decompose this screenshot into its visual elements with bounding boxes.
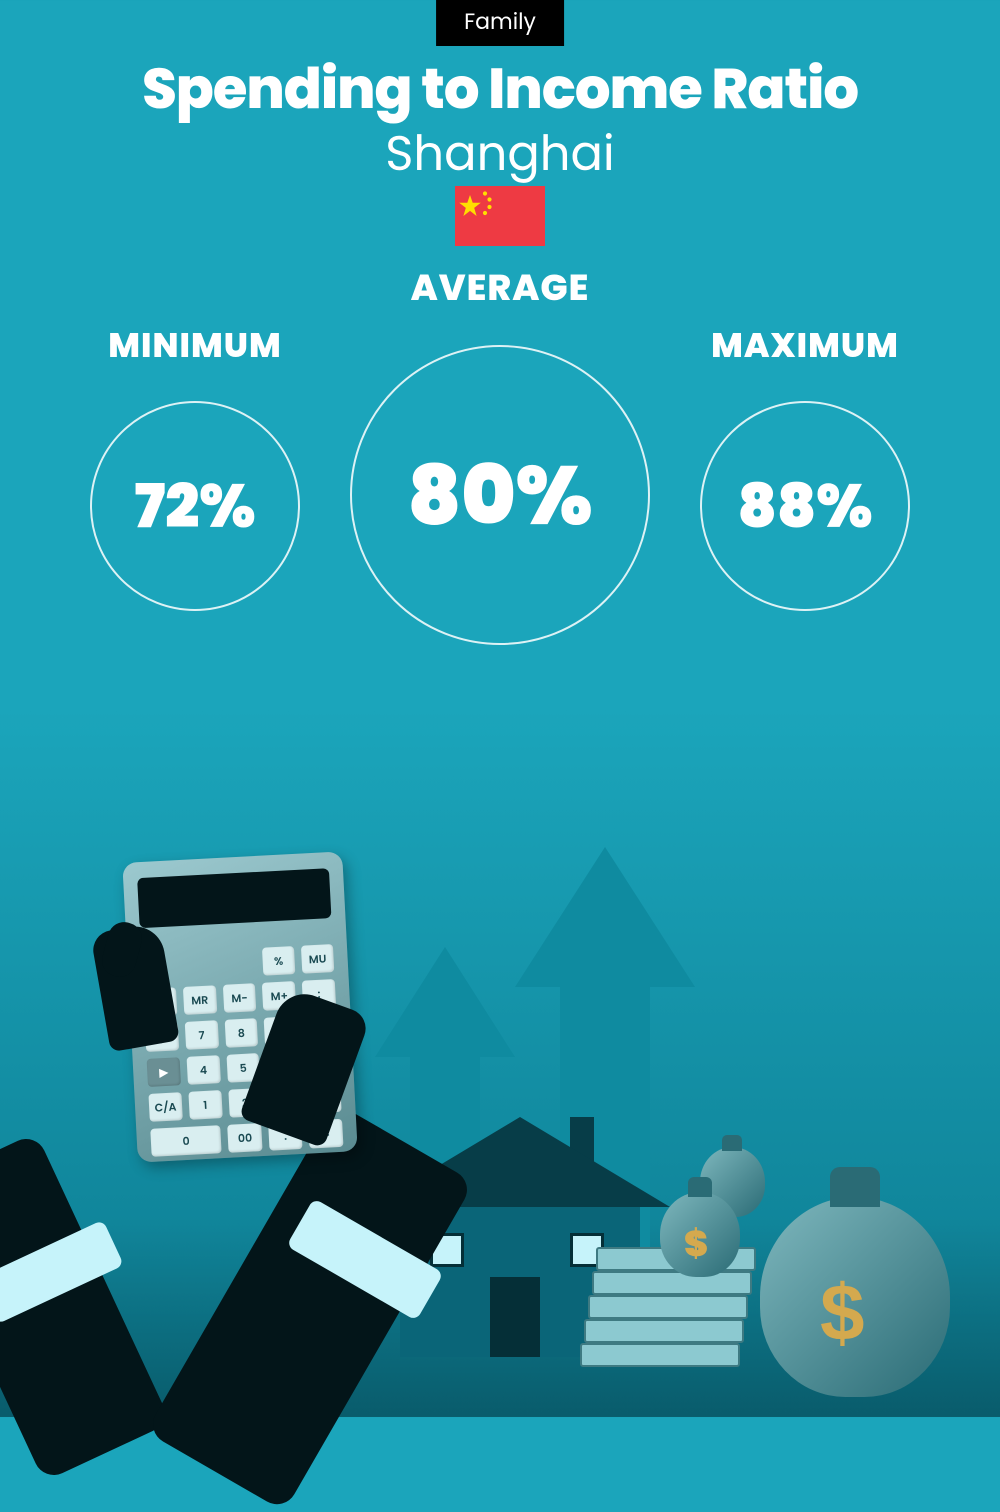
stat-average-value: 80% [407, 434, 592, 557]
stats-row: MINIMUM 72% AVERAGE 80% MAXIMUM 88% [0, 310, 1000, 645]
calc-key: M- [222, 983, 256, 1013]
stat-maximum-label: MAXIMUM [711, 320, 899, 371]
category-badge: Family [436, 0, 564, 46]
calculator-screen [137, 868, 331, 928]
calc-key: 00 [228, 1123, 263, 1153]
stat-minimum-value: 72% [135, 461, 256, 551]
calc-key: 0 [150, 1125, 222, 1157]
calc-key: 8 [224, 1018, 258, 1048]
calc-key: C/A [148, 1092, 182, 1122]
stat-average-label: AVERAGE [411, 260, 590, 315]
calc-key: 7 [185, 1020, 219, 1050]
dollar-sign-icon: $ [684, 1216, 708, 1271]
calc-key: ▶ [147, 1057, 181, 1087]
stat-maximum: MAXIMUM 88% [700, 320, 910, 611]
money-bag-small-icon: $ [660, 1192, 740, 1277]
calc-key: MU [301, 944, 334, 974]
china-flag-icon [453, 186, 547, 246]
money-bag-large-icon: $ [760, 1197, 950, 1397]
stat-maximum-value: 88% [737, 461, 872, 551]
calc-key: 4 [186, 1055, 220, 1085]
stat-minimum-circle: 72% [90, 401, 300, 611]
calc-key: MR [183, 985, 217, 1015]
stat-average: AVERAGE 80% [350, 260, 650, 645]
dollar-sign-icon: $ [820, 1267, 865, 1359]
stat-maximum-circle: 88% [700, 401, 910, 611]
stat-minimum-label: MINIMUM [108, 320, 282, 371]
calc-key: 1 [188, 1090, 222, 1120]
calc-key: % [262, 946, 295, 976]
stat-average-circle: 80% [350, 345, 650, 645]
stat-minimum: MINIMUM 72% [90, 320, 300, 611]
city-subtitle: Shanghai [0, 118, 1000, 190]
hands-calculator-illustration: % MU MC MR M- M+ : +/- 7 8 9 x ▶ 4 5 6 -… [0, 817, 420, 1417]
